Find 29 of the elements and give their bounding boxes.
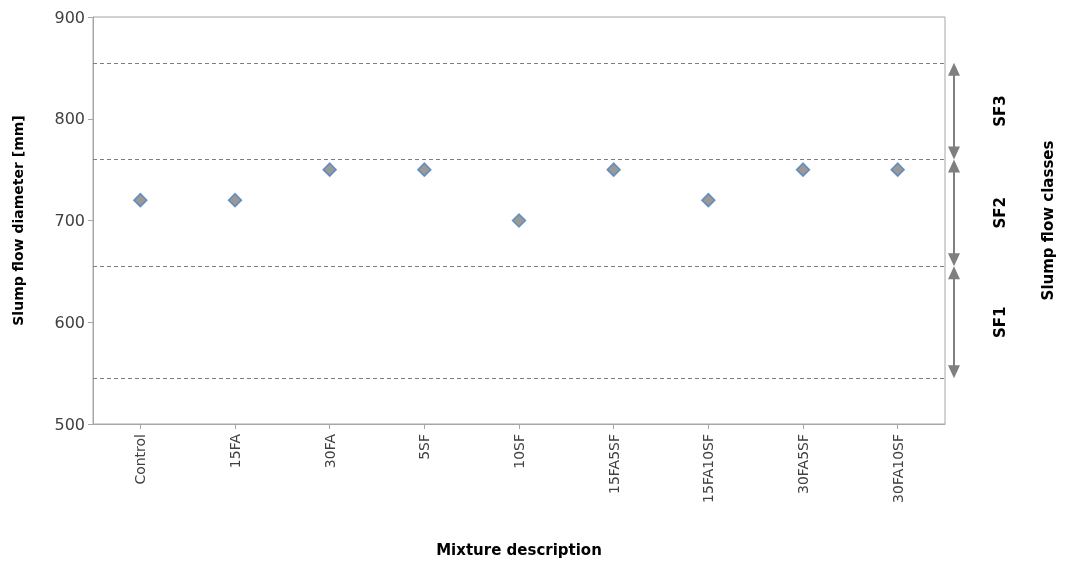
text: SF2 <box>991 197 1009 229</box>
point <box>606 162 621 177</box>
x-tick-label: 30FA10SF <box>889 434 906 503</box>
point <box>795 162 811 177</box>
point <box>227 192 243 208</box>
x-tick-label: 15FA <box>227 433 243 469</box>
y-tick-label: 800 <box>54 109 85 129</box>
y-tick-label: 600 <box>54 312 85 332</box>
point <box>701 192 716 208</box>
y-tick-label: 700 <box>54 211 85 230</box>
x-tick-label: 10SF <box>511 434 527 469</box>
x-tick-label: 30FA <box>321 433 338 469</box>
y-tick-label: 500 <box>54 414 85 434</box>
x-tick-label: 5SF <box>416 434 433 460</box>
x-axis-title: Mixture description <box>436 540 602 559</box>
text: SF1 <box>991 306 1009 338</box>
point <box>890 162 905 177</box>
text: SF3 <box>991 95 1009 127</box>
point <box>322 162 337 177</box>
y-axis-title: Slump flow diameter [mm] <box>10 115 26 326</box>
x-tick-label: 30FA5SF <box>795 434 811 495</box>
x-tick-label: 15FA5SF <box>605 434 622 495</box>
x-tick-label: Control <box>132 434 149 485</box>
point <box>133 192 148 208</box>
text: Slump flow classes <box>1039 140 1057 301</box>
point <box>417 162 432 177</box>
y-tick-label: 900 <box>54 7 85 27</box>
x-tick-label: 15FA10SF <box>700 434 717 503</box>
point <box>511 213 527 228</box>
